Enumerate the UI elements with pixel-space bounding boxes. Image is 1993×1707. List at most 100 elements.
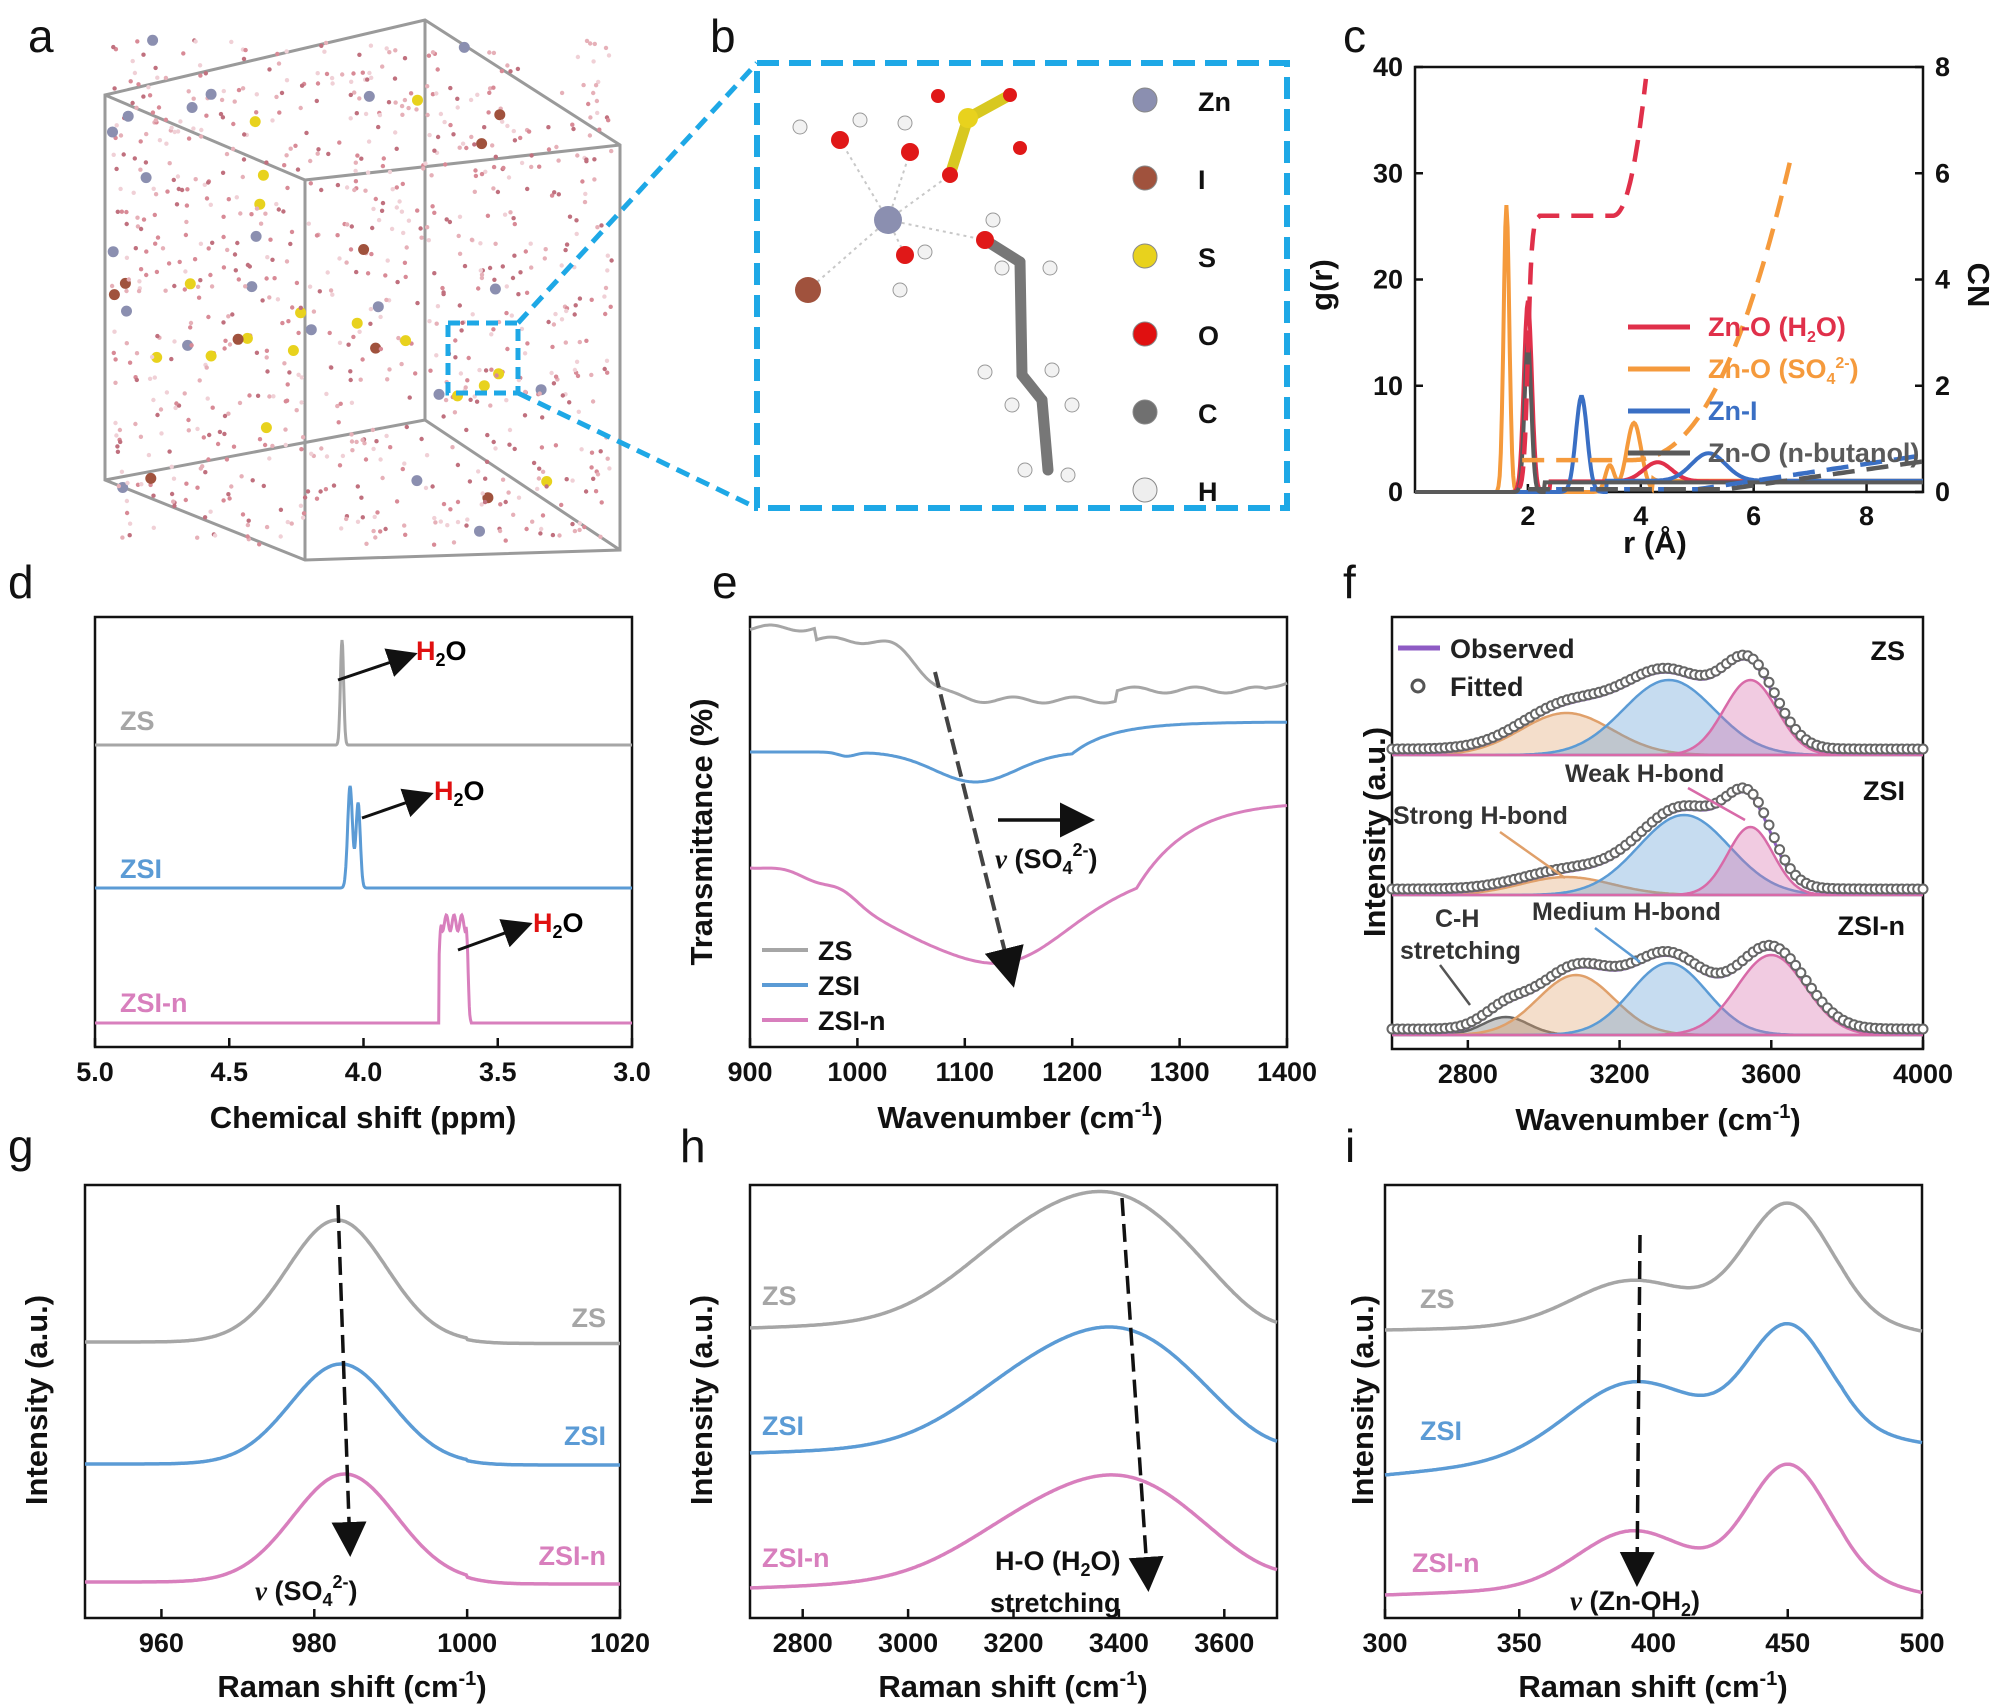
atom (315, 71, 320, 76)
atom (443, 397, 449, 403)
atom (478, 380, 490, 392)
atom (475, 92, 480, 98)
atom (314, 98, 319, 104)
strong-hbond-label: Strong H-bond (1393, 802, 1568, 830)
atom (575, 153, 580, 158)
atom (485, 432, 490, 438)
legend-label-3: Zn-O (n-butanol) (1708, 438, 1919, 468)
atom (195, 284, 201, 289)
atom (512, 253, 517, 258)
atom (217, 429, 223, 435)
series-label-2: ZSI-n (762, 1543, 830, 1573)
x-tick-label: 450 (1765, 1628, 1810, 1658)
atom (124, 209, 129, 215)
atom (394, 185, 399, 190)
atom (478, 241, 483, 246)
atom (501, 165, 506, 171)
atom (240, 174, 245, 180)
atom (581, 82, 586, 88)
atom (264, 355, 269, 360)
atom (206, 246, 211, 251)
atom (400, 466, 405, 472)
raman-curve-0 (750, 1189, 1278, 1330)
legend-c: Zn-O (H2O) Zn-O (SO42-) Zn-I Zn-O (n-butano… (1628, 312, 1919, 468)
atom (197, 63, 203, 68)
atom (394, 146, 399, 151)
atom (419, 436, 424, 442)
atom (184, 481, 189, 486)
atom (482, 125, 487, 130)
atom (113, 420, 118, 426)
atom (299, 83, 305, 88)
atom (441, 291, 446, 297)
atom (282, 163, 287, 168)
atom (493, 446, 498, 451)
h2o-label-zsin: H2O (533, 908, 584, 942)
atom (189, 343, 194, 348)
atom (595, 225, 600, 230)
atom (184, 203, 190, 208)
curve-zno-butanol (1415, 343, 1923, 494)
atom (367, 70, 372, 76)
atom (379, 208, 385, 213)
atom (147, 376, 153, 381)
atom (442, 119, 447, 125)
atom (441, 414, 446, 419)
atom (559, 90, 565, 96)
atom (128, 79, 133, 84)
x-tick-label: 1020 (590, 1628, 650, 1658)
fitted-point (1774, 697, 1786, 709)
fitted-point (1763, 676, 1775, 688)
atom (136, 288, 142, 294)
atom (151, 493, 156, 498)
atom (369, 75, 374, 81)
atom (559, 317, 565, 322)
atom (488, 403, 493, 408)
atom (519, 160, 525, 166)
atom (229, 484, 234, 489)
atom (174, 202, 180, 207)
atom (183, 232, 189, 238)
atom (112, 86, 117, 91)
atom (445, 523, 450, 528)
atom (551, 322, 557, 327)
atom (247, 393, 252, 398)
atom (595, 472, 601, 477)
atom (605, 253, 610, 258)
atom (431, 542, 437, 547)
atom (483, 476, 488, 481)
atom (430, 204, 435, 209)
atom (294, 408, 299, 413)
series-label-0: ZS (571, 1303, 606, 1333)
atom (415, 300, 420, 306)
atom (357, 96, 362, 101)
atom (232, 252, 238, 257)
atom (279, 90, 285, 96)
atom (354, 439, 359, 445)
atom (570, 478, 575, 483)
atom (605, 268, 610, 273)
atom (191, 126, 196, 131)
atom (386, 100, 392, 105)
atom (438, 519, 443, 524)
atom (267, 295, 272, 300)
atom (560, 393, 565, 398)
atom (394, 499, 400, 504)
atom (435, 67, 440, 72)
atom (491, 50, 497, 56)
y2-tick-label: 0 (1935, 477, 1950, 507)
atom (448, 122, 453, 128)
atom (135, 39, 140, 44)
atom (224, 457, 230, 462)
atom (479, 275, 485, 281)
atom (358, 244, 370, 255)
atom (453, 338, 458, 343)
atom (353, 168, 358, 174)
atom (115, 209, 121, 214)
atom (550, 344, 555, 350)
atom (400, 112, 405, 118)
atom (315, 81, 321, 86)
atom (378, 314, 383, 320)
atom (554, 144, 559, 150)
atom (464, 427, 469, 433)
